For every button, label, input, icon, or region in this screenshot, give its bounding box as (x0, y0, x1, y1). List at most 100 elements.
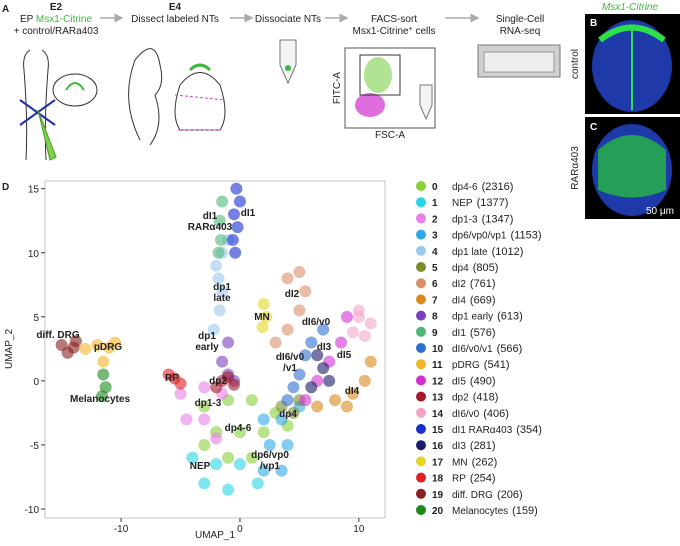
text: EP (20, 14, 36, 25)
legend-label: dI4 (669) (452, 294, 496, 306)
legend-label: MN (262) (452, 456, 497, 468)
legend-label: dI1 (576) (452, 327, 496, 339)
cluster-label: dI1 (241, 208, 256, 219)
plot-frame (44, 180, 386, 519)
point (323, 374, 336, 387)
legend-id: 14 (432, 409, 444, 420)
text: dp1 (213, 282, 231, 293)
point (256, 321, 269, 334)
point (222, 336, 235, 349)
legend-label: dI3 (281) (452, 440, 496, 452)
legend-id: 0 (432, 182, 438, 193)
text: dp4 (279, 409, 297, 420)
legend-label: pDRG (541) (452, 359, 509, 371)
legend-count: (576) (470, 327, 496, 339)
point (97, 355, 110, 368)
point (335, 336, 348, 349)
panel-a: A E2 EP Msx1-Citrine + control/RARa403 E… (2, 2, 561, 161)
text: /vp1 (260, 461, 280, 472)
point (317, 323, 330, 336)
point (228, 208, 241, 221)
point (305, 336, 318, 349)
text: dI2 (285, 289, 300, 300)
legend-count: (490) (470, 375, 496, 387)
axis-label: FSC-A (375, 130, 405, 141)
cluster-label: RP (165, 373, 179, 384)
y-tick-label: 10 (28, 249, 40, 260)
text: RARα403 (188, 222, 233, 233)
legend-count: (354) (516, 424, 542, 436)
text: Msx1-Citrine (36, 14, 93, 25)
legend-name: dI2 (452, 279, 466, 290)
text: Melanocytes (70, 394, 130, 405)
embryo-e2 (19, 49, 98, 161)
point (230, 182, 243, 195)
legend-name: dp4-6 (452, 182, 478, 193)
point (275, 413, 288, 426)
scale-bar: 50 μm (646, 206, 674, 217)
cluster-label: dI6/v0/v1 (276, 352, 305, 374)
legend-label: Melanocytes (159) (452, 505, 538, 517)
legend-count: (254) (470, 473, 496, 485)
legend-swatch (416, 197, 426, 208)
cluster-label: dI5 (337, 350, 352, 361)
legend-count: (805) (473, 262, 499, 274)
point (257, 413, 270, 426)
point (299, 349, 312, 362)
legend-id: 16 (432, 441, 444, 452)
y-tick-label: 15 (28, 185, 40, 196)
y-tick-label: -5 (30, 441, 39, 452)
panel-label: A (2, 4, 9, 15)
point (214, 233, 227, 246)
legend-swatch (416, 229, 426, 240)
cluster-label: dI1 RARα403 (188, 211, 233, 233)
y-tick-label: 0 (33, 377, 39, 388)
legend-label: dI6/v0 (406) (452, 408, 509, 420)
legend-swatch (416, 213, 426, 224)
legend-swatch (416, 181, 426, 191)
legend-id: 2 (432, 214, 438, 225)
legend-count: (566) (497, 343, 523, 355)
point (97, 368, 110, 381)
legend-label: dp6/vp0/vp1 (1153) (452, 230, 541, 242)
legend-count: (206) (497, 489, 523, 501)
step-text: FACS-sort (371, 14, 417, 25)
legend-swatch (416, 505, 426, 515)
legend-name: NEP (452, 198, 473, 209)
point (210, 381, 223, 394)
point (299, 285, 312, 298)
legend-swatch (416, 407, 426, 418)
legend-swatch (416, 294, 426, 305)
legend-name: dI1 RARα403 (452, 425, 513, 436)
legend-id: 3 (432, 231, 438, 242)
point (180, 413, 193, 426)
point (210, 259, 223, 272)
cluster-label: dI3 (317, 342, 332, 353)
condition: RARα403 (570, 146, 581, 190)
legend-swatch (416, 245, 426, 256)
point (311, 349, 324, 362)
legend-swatch (416, 391, 426, 402)
legend-count: (159) (512, 505, 538, 517)
step-text: + control/RARa403 (14, 26, 99, 37)
legend-name: dI5 (452, 376, 466, 387)
point (281, 394, 294, 407)
legend-name: dI3 (452, 441, 466, 452)
step-text: Dissociate NTs (255, 14, 321, 25)
legend-swatch (416, 262, 426, 272)
point (340, 400, 353, 413)
legend-swatch (416, 456, 426, 467)
text: dI1 (203, 211, 218, 222)
point (222, 483, 235, 496)
text: cells (413, 26, 436, 37)
text: dp1-3 (195, 398, 222, 409)
point (346, 326, 359, 339)
legend-swatch (416, 440, 426, 451)
point (299, 394, 312, 407)
legend-count: (1012) (492, 246, 524, 258)
point (216, 285, 229, 298)
legend-label: dI6/v0/v1 (566) (452, 343, 522, 355)
text: dp2 (209, 376, 227, 387)
legend-id: 5 (432, 263, 438, 274)
point (198, 438, 211, 451)
